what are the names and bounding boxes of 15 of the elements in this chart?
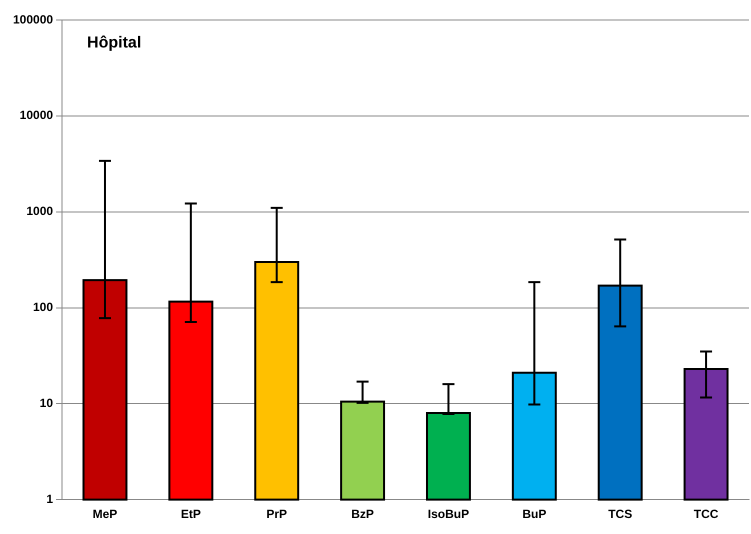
x-tick-label: PrP (266, 507, 288, 522)
x-tick-label: BuP (522, 507, 546, 522)
y-tick-label: 1000 (26, 204, 54, 218)
x-tick-label: MeP (92, 507, 118, 522)
y-tick-label: 10000 (20, 108, 54, 122)
y-tick-label: 100 (33, 300, 54, 314)
x-tick-label: BzP (351, 507, 374, 522)
text: Hôpital (87, 34, 142, 52)
x-tick-label: IsoBuP (428, 507, 470, 522)
x-tick-label: EtP (180, 507, 201, 522)
y-tick-label: 1 (46, 492, 54, 506)
x-tick-label: TCS (608, 507, 632, 522)
y-tick-label: 10 (40, 396, 54, 410)
x-tick-label: TCC (694, 507, 719, 522)
y-tick-label: 100000 (12, 12, 54, 26)
